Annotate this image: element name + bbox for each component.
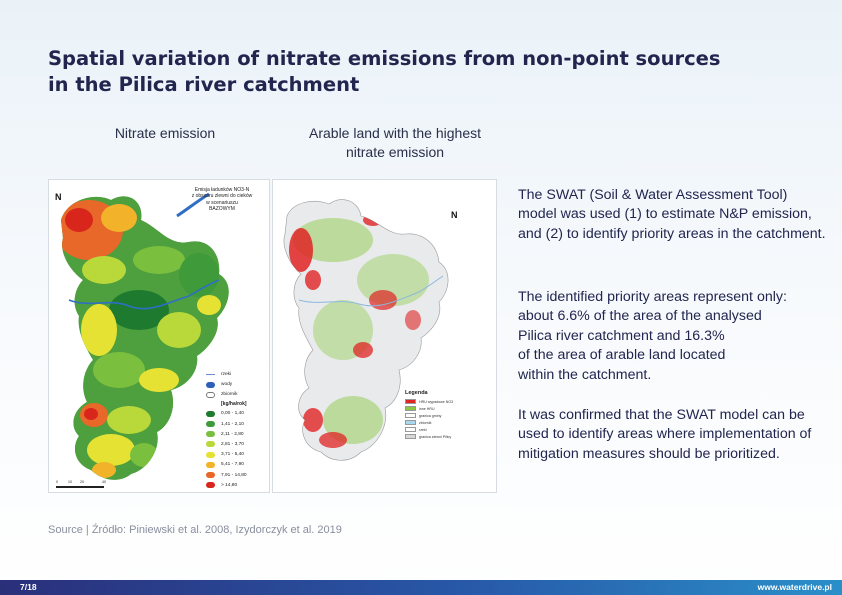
legend-classes: 0,00 - 1,40 1,41 - 2,10 2,11 - 2,80 2,81 - …	[206, 409, 269, 490]
caption-arable-land-line1: Arable land with the highest	[309, 125, 481, 141]
footer-bar: 7/18 www.waterdrive.pl	[0, 580, 842, 595]
nitrate-emission-map-graphic	[61, 192, 229, 480]
legend-item-swatch-icon	[405, 399, 416, 404]
legend-item-label: zbiornik	[419, 420, 432, 425]
arable-land-map: N Legenda HRU wypadowe NO3 inne HRU granic…	[272, 179, 497, 493]
legend-item-swatch-icon	[405, 413, 416, 418]
legend-class-label: 3,71 - 5,40	[221, 452, 244, 458]
arable-land-map-graphic	[283, 199, 449, 461]
scale-bar: 0 10 20 40	[56, 480, 116, 490]
legend-class-row: 2,11 - 2,80	[206, 430, 269, 439]
legend-class-label: 1,41 - 2,10	[221, 421, 244, 427]
legend-item-row: granica gminy	[405, 412, 495, 419]
paragraph-swat-description: The SWAT (Soil & Water Assessment Tool) …	[518, 187, 826, 242]
legend-reservoir: zbiornik	[206, 390, 269, 399]
map-right-legend: Legenda HRU wypadowe NO3 inne HRU granica …	[405, 390, 495, 440]
legend-item-label: inne HRU	[419, 406, 435, 411]
legend-title: Legenda	[405, 390, 428, 396]
legend-item-label: granica gminy	[419, 413, 442, 418]
legend-item-swatch-icon	[405, 427, 416, 432]
legend-rivers: rzeki	[206, 370, 269, 379]
legend-item-row: inne HRU	[405, 405, 495, 412]
legend-class-swatch-icon	[206, 472, 215, 478]
map-left-title-line2: z obszaru zlewni do cieków	[191, 193, 253, 200]
legend-item-row: granica zlewni Pilicy	[405, 433, 495, 440]
caption-arable-land-line2: nitrate emission	[345, 144, 445, 160]
legend-class-row: > 14,80	[206, 481, 269, 490]
legend-item-label: rzeki	[419, 427, 427, 432]
paragraph-priority-line1: The identified priority areas represent …	[518, 289, 787, 305]
legend-item-label: HRU wypadowe NO3	[419, 399, 454, 404]
caption-arable-land: Arable land with the highest nitrate emi…	[284, 124, 506, 162]
reservoir-swatch-icon	[206, 391, 215, 398]
legend-class-label: 0,00 - 1,40	[221, 411, 244, 417]
legend-class-swatch-icon	[206, 410, 215, 417]
map-left-title-line4: BAZOWYM	[209, 206, 235, 213]
legend-class-swatch-icon	[206, 461, 215, 468]
legend-item-row: zbiornik	[405, 419, 495, 426]
legend-item-swatch-icon	[405, 406, 416, 411]
legend-item-row: HRU wypadowe NO3	[405, 398, 495, 405]
legend-class-swatch-icon	[206, 441, 215, 448]
legend-item-swatch-icon	[405, 434, 416, 439]
water-swatch-icon	[206, 381, 215, 388]
north-arrow-icon: N	[55, 192, 62, 202]
legend-water: wody	[206, 380, 269, 389]
legend-items: HRU wypadowe NO3 inne HRU granica gminy zbi…	[405, 398, 495, 440]
legend-class-row: 2,81 - 3,70	[206, 440, 269, 449]
scale-label-20: 20	[80, 480, 84, 484]
map-left-title-line1: Emisja ładunków NO3-N	[194, 187, 250, 193]
legend-class-swatch-icon	[206, 482, 215, 489]
source-citation: Source | Źródło: Piniewski et al. 2008, …	[48, 524, 342, 536]
website-link[interactable]: www.waterdrive.pl	[757, 582, 832, 592]
legend-class-swatch-icon	[206, 451, 215, 458]
slide-title-line2: in the Pilica river catchment	[48, 73, 360, 96]
legend-class-label: 2,81 - 3,70	[221, 441, 244, 447]
legend-class-row: 5,41 - 7,90	[206, 460, 269, 469]
scale-label-0: 0	[56, 480, 58, 484]
paragraph-conclusion: It was confirmed that the SWAT model can…	[518, 407, 812, 462]
legend-class-row: 0,00 - 1,40	[206, 409, 269, 418]
legend-class-row: 3,71 - 5,40	[206, 450, 269, 459]
north-arrow-icon: N	[451, 210, 458, 220]
legend-unit: [kg/ha/rok]	[221, 401, 247, 408]
legend-item-label: granica zlewni Pilicy	[419, 434, 452, 439]
legend-item-row: rzeki	[405, 426, 495, 433]
paragraph-priority-line2: about 6.6% of the area of the analysed	[518, 308, 762, 325]
scale-label-10: 10	[68, 480, 72, 484]
page-number: 7/18	[20, 582, 37, 592]
scale-bar-graphic	[56, 486, 104, 488]
nitrate-emission-map: N Emisja ładunków NO3-N z obszaru zlewni…	[48, 179, 270, 493]
legend-item-swatch-icon	[405, 420, 416, 425]
river-line-icon	[206, 374, 215, 375]
paragraph-priority-line4: of the area of arable land located	[518, 347, 726, 364]
legend-class-label: 5,41 - 7,90	[221, 462, 244, 468]
map-left-title: Emisja ładunków NO3-N z obszaru zlewni d…	[177, 187, 267, 213]
paragraph-priority-line3: Pilica river catchment and 16.3%	[518, 327, 725, 344]
map-left-legend: rzeki wody zbiornik [kg/ha/rok] 0,00 - 1…	[206, 370, 269, 491]
paragraph-priority-line5: within the catchment.	[518, 366, 652, 383]
map-left-title-line3: w scenariuszu	[206, 199, 238, 206]
scale-label-40: 40	[102, 480, 106, 484]
legend-class-label: 7,91 - 14,80	[221, 472, 247, 478]
legend-class-label: > 14,80	[221, 482, 238, 488]
legend-class-swatch-icon	[206, 421, 215, 428]
slide-title-line1: Spatial variation of nitrate emissions f…	[48, 47, 721, 70]
caption-nitrate-emission: Nitrate emission	[114, 125, 216, 141]
legend-class-swatch-icon	[206, 431, 215, 438]
legend-class-row: 7,91 - 14,80	[206, 471, 269, 480]
slide-title: Spatial variation of nitrate emissions f…	[48, 46, 748, 98]
legend-class-row: 1,41 - 2,10	[206, 420, 269, 429]
paragraph-priority-areas: The identified priority areas represent …	[518, 288, 828, 385]
legend-class-label: 2,11 - 2,80	[221, 431, 244, 437]
